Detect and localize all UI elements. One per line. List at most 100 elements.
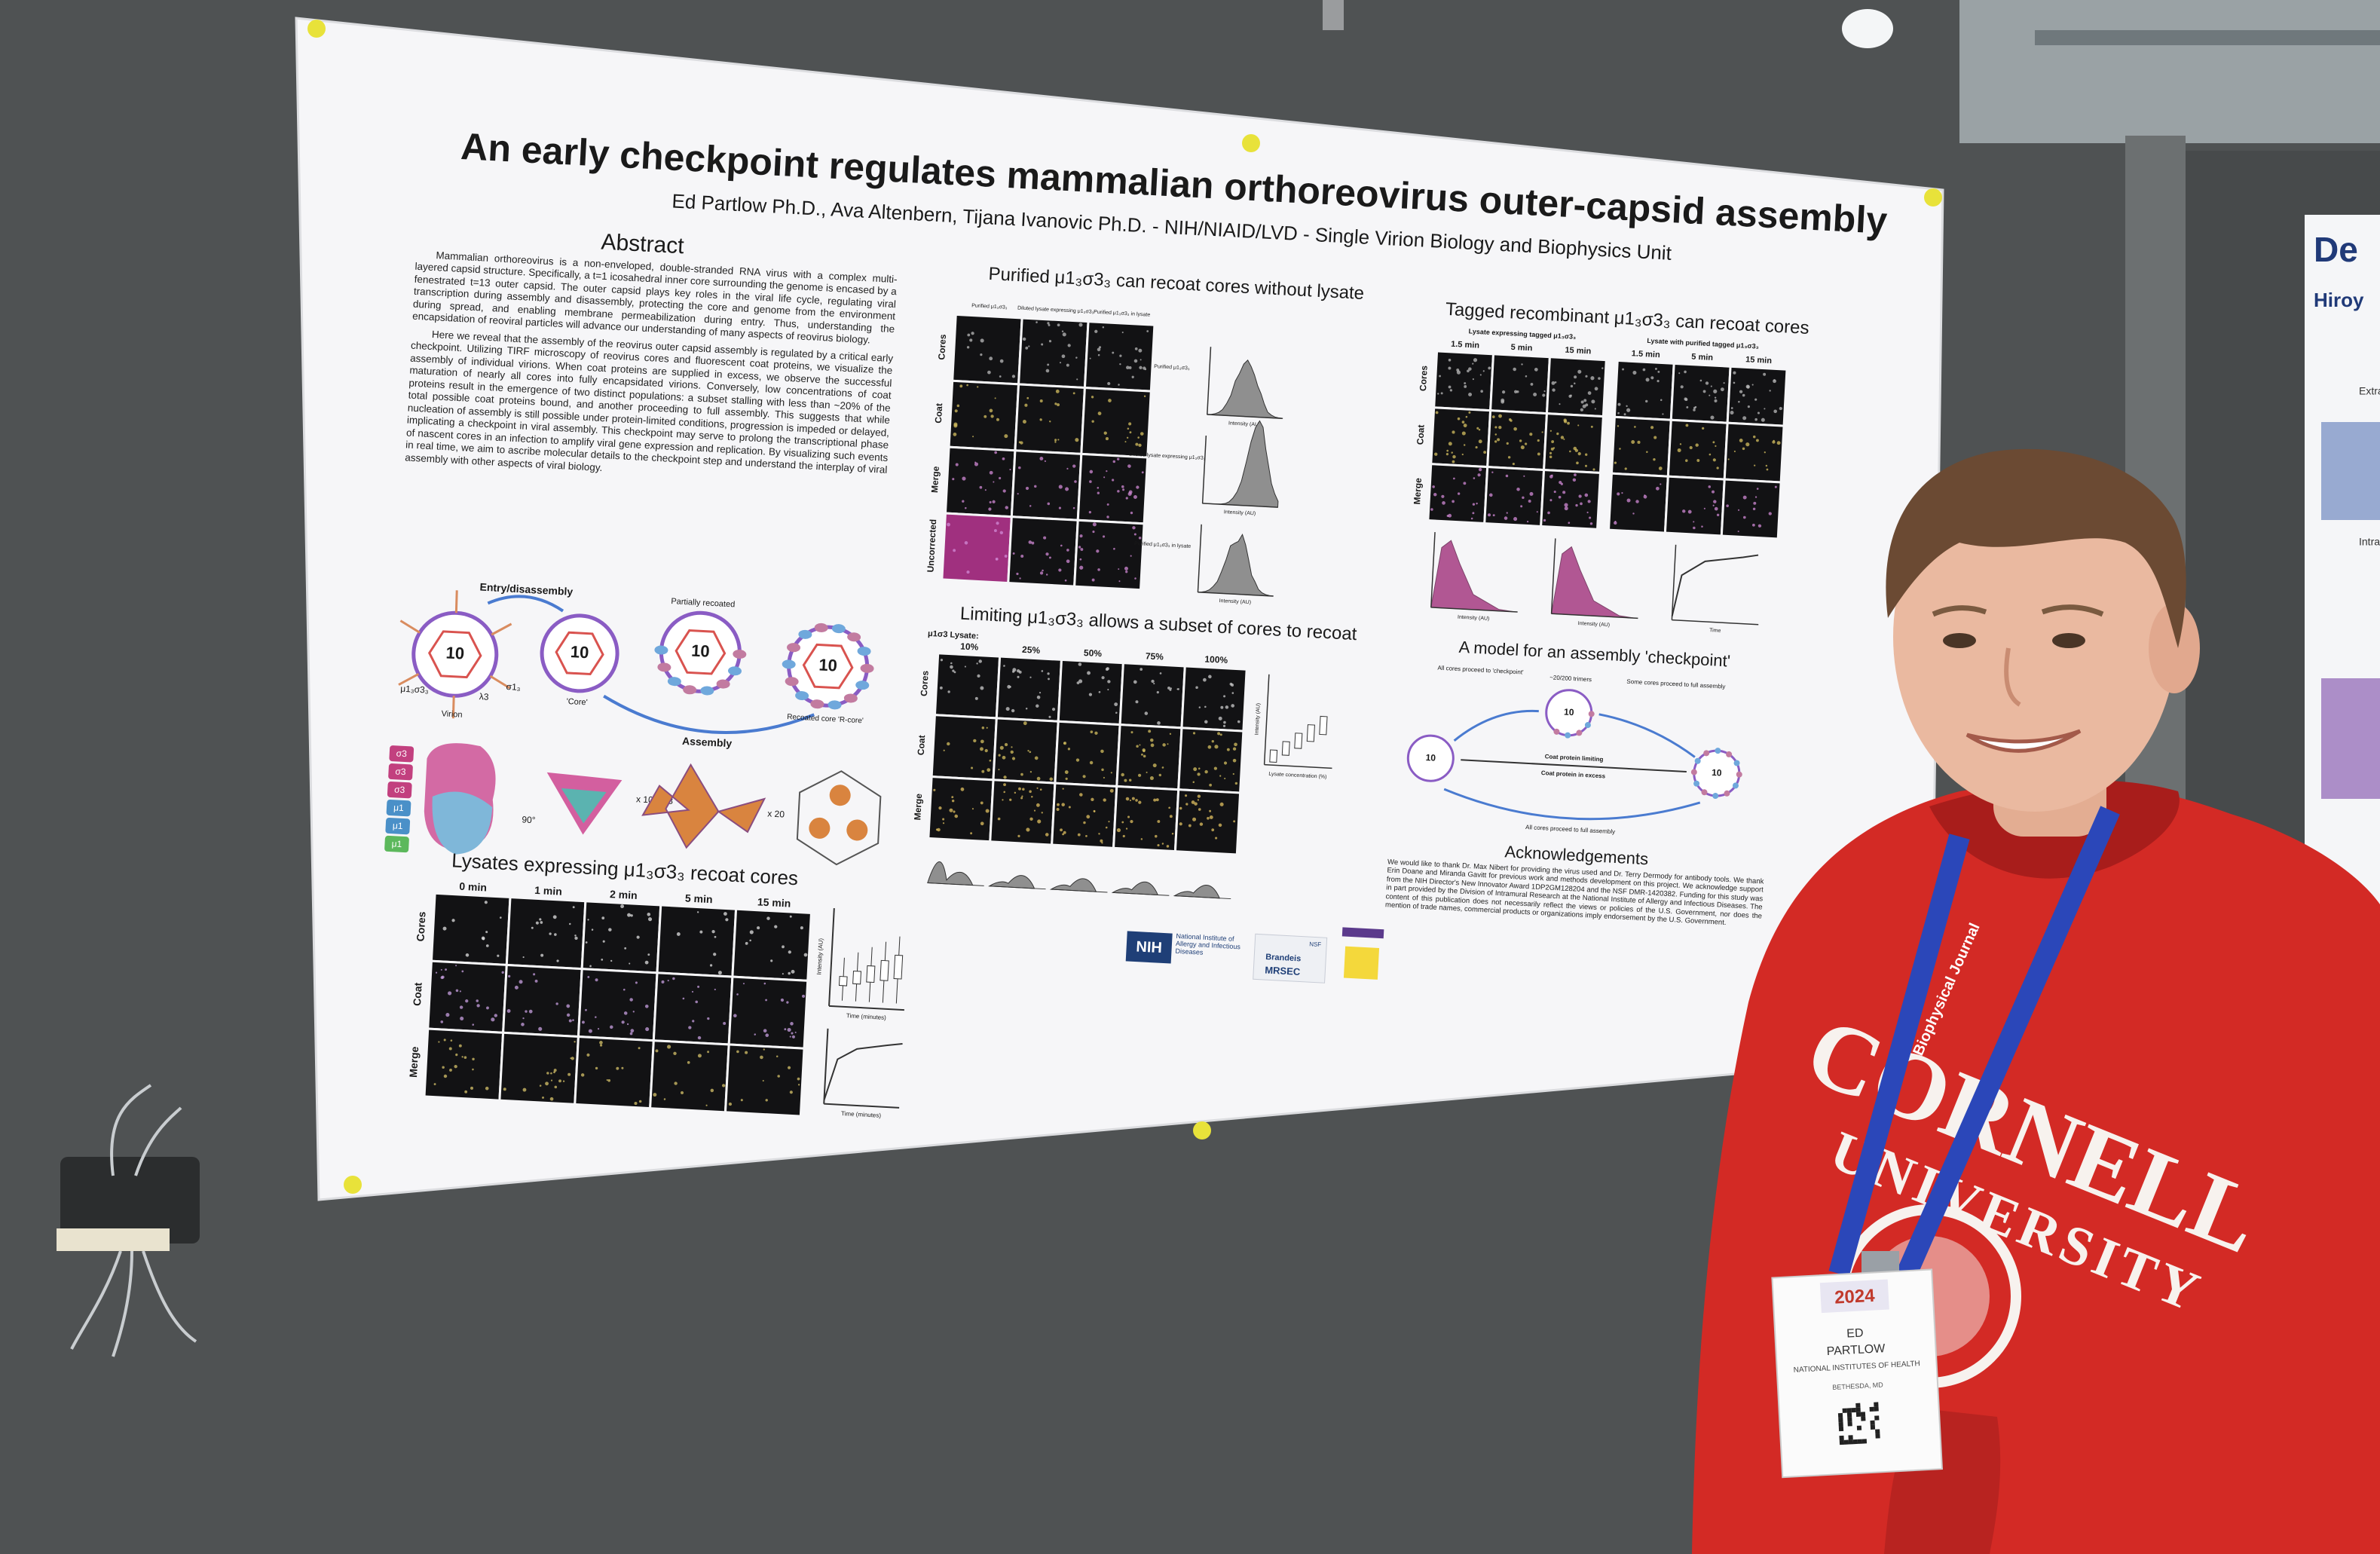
particle — [673, 1051, 677, 1056]
particle — [1059, 362, 1062, 364]
particle — [1151, 679, 1155, 684]
particle — [1623, 413, 1626, 416]
particle — [1129, 799, 1131, 802]
particle — [1479, 374, 1482, 376]
particle — [644, 960, 649, 965]
particle — [1098, 833, 1100, 835]
particle — [1107, 680, 1111, 684]
particle — [1229, 682, 1233, 686]
particle — [587, 919, 589, 921]
axis — [1112, 892, 1170, 896]
particle — [1020, 797, 1023, 800]
particle — [1448, 359, 1452, 362]
particle — [1023, 721, 1027, 726]
coat-protein — [831, 624, 846, 634]
particle — [1077, 833, 1081, 837]
particle — [1107, 689, 1109, 691]
micrograph — [727, 975, 809, 1050]
label: Intensity (AU) — [1458, 615, 1490, 622]
particle — [777, 1075, 780, 1078]
particle — [1078, 679, 1083, 684]
particle — [1709, 394, 1711, 396]
particle — [1430, 508, 1433, 511]
particle — [1452, 430, 1455, 434]
histogram — [1197, 534, 1274, 597]
particle — [574, 1041, 576, 1043]
legend-chip — [388, 763, 413, 781]
particle — [1090, 730, 1094, 734]
particle — [554, 1085, 558, 1089]
particle — [1143, 754, 1146, 758]
particle — [1064, 579, 1067, 582]
brandeis-logo — [1253, 933, 1328, 983]
particle — [1468, 392, 1473, 396]
particle — [1204, 769, 1208, 774]
particle — [1435, 411, 1439, 415]
particle — [1078, 662, 1082, 666]
particle — [1061, 803, 1065, 806]
badge: 2024 ED PARTLOW NATIONAL INSTITUTES OF H… — [1771, 1268, 1944, 1479]
virus-label: 10 — [691, 641, 711, 660]
particle — [1685, 424, 1689, 427]
virus-core — [427, 630, 482, 679]
particle — [1478, 439, 1482, 444]
model-label: 10 — [1425, 752, 1436, 763]
hanger-clip — [1323, 0, 1344, 30]
particle — [1452, 454, 1456, 459]
particle — [1660, 399, 1663, 402]
particle — [1097, 353, 1100, 356]
particle — [952, 478, 955, 481]
particle — [763, 982, 766, 985]
particle — [1207, 745, 1212, 749]
particle — [433, 1083, 436, 1085]
particle — [463, 1056, 467, 1059]
particle — [784, 1028, 787, 1031]
neighbor-label: Extracellular — [2359, 385, 2380, 397]
particle — [697, 1035, 702, 1040]
badge-card — [1771, 1268, 1944, 1479]
particle — [1452, 460, 1455, 463]
particle — [1026, 827, 1030, 832]
particle — [455, 1053, 458, 1057]
particle — [1650, 426, 1654, 430]
particle — [1194, 802, 1198, 806]
particle — [1448, 366, 1452, 370]
particle — [1024, 403, 1028, 407]
particle — [1197, 772, 1201, 776]
model-coat — [1576, 730, 1583, 736]
particle — [1079, 793, 1083, 797]
axis — [989, 886, 1046, 890]
particle — [1153, 682, 1155, 685]
particle — [1029, 676, 1032, 678]
coat-protein — [860, 663, 874, 673]
particle — [546, 1072, 549, 1075]
particle — [638, 1047, 641, 1050]
particle — [1004, 555, 1008, 558]
particle — [989, 759, 992, 762]
particle — [1646, 451, 1648, 453]
particle — [1127, 427, 1130, 430]
label: Intensity (AU) — [815, 938, 824, 974]
particle — [539, 1084, 542, 1087]
particle — [1461, 421, 1465, 424]
particle — [1075, 758, 1080, 762]
particle — [1556, 432, 1559, 436]
particle — [616, 1066, 619, 1070]
particle — [552, 915, 557, 919]
spike — [398, 673, 420, 686]
particle — [1621, 491, 1623, 494]
particle — [1215, 837, 1218, 840]
particle — [553, 1069, 557, 1072]
particle — [1487, 513, 1491, 517]
particle — [1476, 502, 1478, 505]
particle — [1025, 346, 1029, 350]
qr-cell — [1847, 1421, 1852, 1427]
particle — [1501, 390, 1506, 394]
virus-label: 10 — [445, 643, 465, 662]
particle — [1232, 758, 1237, 763]
particle — [1045, 574, 1048, 576]
particle — [597, 1028, 600, 1030]
particle — [435, 971, 438, 974]
micrograph — [1666, 418, 1729, 481]
particle — [1148, 730, 1152, 733]
